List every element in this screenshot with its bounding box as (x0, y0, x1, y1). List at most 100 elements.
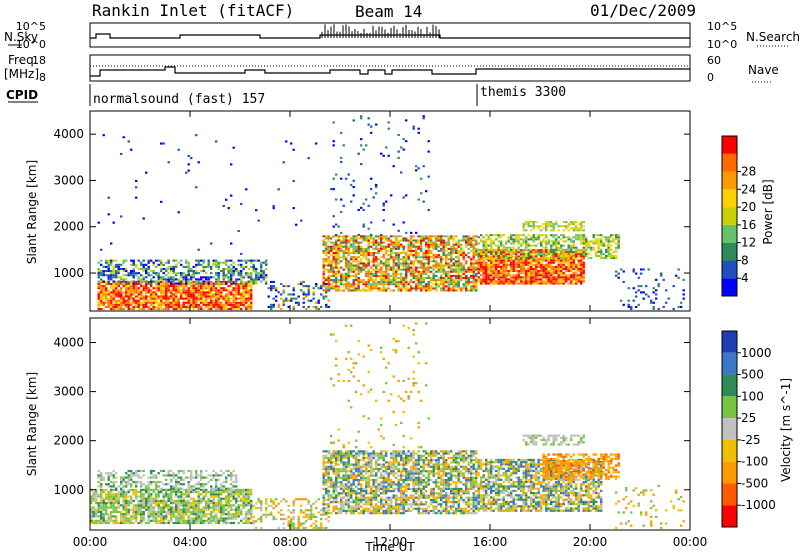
data-cell (180, 469, 183, 473)
data-cell (187, 506, 190, 509)
data-cell (265, 263, 268, 266)
data-cell (387, 274, 390, 277)
data-cell (570, 276, 573, 279)
data-cell (455, 268, 458, 271)
data-cell (367, 281, 370, 284)
data-cell (200, 478, 203, 481)
data-cell (150, 483, 153, 486)
data-cell (175, 295, 178, 298)
data-cell (127, 499, 130, 503)
data-cell (440, 262, 443, 265)
data-cell (97, 510, 100, 514)
data-cell (517, 251, 520, 254)
data-cell (540, 257, 543, 260)
data-cell (197, 272, 200, 275)
data-cell (345, 243, 348, 246)
data-cell (672, 307, 675, 311)
data-cell (557, 261, 560, 264)
data-cell (375, 276, 378, 280)
data-cell (162, 497, 165, 500)
data-cell (175, 259, 178, 262)
data-cell (180, 478, 183, 481)
data-cell (180, 285, 183, 288)
data-cell (90, 495, 93, 498)
data-cell (600, 252, 603, 255)
data-cell (172, 289, 175, 292)
data-cell (187, 305, 190, 308)
data-cell (180, 305, 183, 308)
data-cell (192, 287, 195, 290)
data-cell (637, 303, 640, 306)
data-cell (482, 240, 485, 243)
data-cell (652, 301, 655, 304)
data-cell (135, 179, 138, 183)
data-cell (500, 252, 503, 255)
data-cell (180, 487, 183, 490)
data-cell (570, 282, 573, 285)
data-cell (530, 270, 533, 273)
data-cell (455, 266, 458, 269)
data-cell (200, 521, 203, 525)
data-cell (185, 291, 188, 294)
data-cell (127, 469, 130, 473)
data-cell (370, 285, 373, 288)
data-cell (102, 517, 105, 520)
data-cell (130, 502, 133, 505)
data-cell (502, 253, 505, 256)
data-cell (337, 239, 340, 242)
data-cell (500, 272, 503, 275)
data-cell (410, 245, 413, 248)
data-cell (182, 472, 185, 475)
data-cell (532, 238, 535, 241)
data-cell (247, 280, 250, 283)
data-cell (127, 274, 130, 277)
data-cell (420, 270, 423, 273)
data-cell (537, 272, 540, 275)
data-cell (197, 504, 200, 507)
data-cell (610, 257, 613, 260)
data-cell (552, 223, 555, 226)
data-cell (250, 261, 253, 264)
data-cell (180, 280, 183, 283)
data-cell (107, 259, 110, 262)
data-cell (102, 134, 105, 137)
data-cell (170, 291, 173, 294)
data-cell (420, 243, 423, 246)
data-cell (132, 291, 135, 294)
data-cell (217, 272, 220, 275)
data-cell (102, 270, 105, 273)
data-cell (220, 517, 223, 520)
data-cell (177, 285, 180, 288)
data-cell (440, 247, 443, 250)
data-cell (115, 497, 118, 500)
data-cell (447, 281, 450, 284)
data-cell (525, 220, 528, 224)
data-cell (245, 272, 248, 275)
data-cell (532, 225, 535, 228)
data-cell (400, 235, 403, 238)
data-cell (400, 239, 403, 242)
data-cell (340, 276, 343, 280)
data-cell (487, 274, 490, 277)
data-cell (190, 469, 193, 473)
data-cell (222, 274, 225, 277)
data-cell (160, 301, 163, 304)
data-cell (190, 289, 193, 292)
data-cell (555, 282, 558, 285)
data-cell (150, 280, 153, 283)
data-cell (205, 301, 208, 304)
data-cell (132, 267, 135, 271)
data-cell (245, 289, 248, 292)
data-cell (200, 502, 203, 505)
data-cell (575, 282, 578, 285)
data-cell (522, 270, 525, 273)
data-cell (310, 299, 313, 302)
data-cell (337, 268, 340, 271)
data-cell (667, 297, 670, 300)
data-cell (505, 274, 508, 277)
data-cell (232, 307, 235, 311)
data-cell (180, 490, 183, 494)
data-cell (430, 281, 433, 284)
data-cell (395, 285, 398, 288)
data-cell (147, 289, 150, 292)
